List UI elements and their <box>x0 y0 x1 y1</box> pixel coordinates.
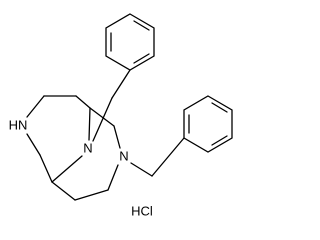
structure: HN N N HCl <box>9 13 233 218</box>
amine-label: HN <box>9 117 28 132</box>
bonds <box>26 13 233 201</box>
ring-n-label: N <box>119 148 128 163</box>
salt-label: HCl <box>131 203 153 218</box>
bridge-n-label: N <box>83 140 92 155</box>
